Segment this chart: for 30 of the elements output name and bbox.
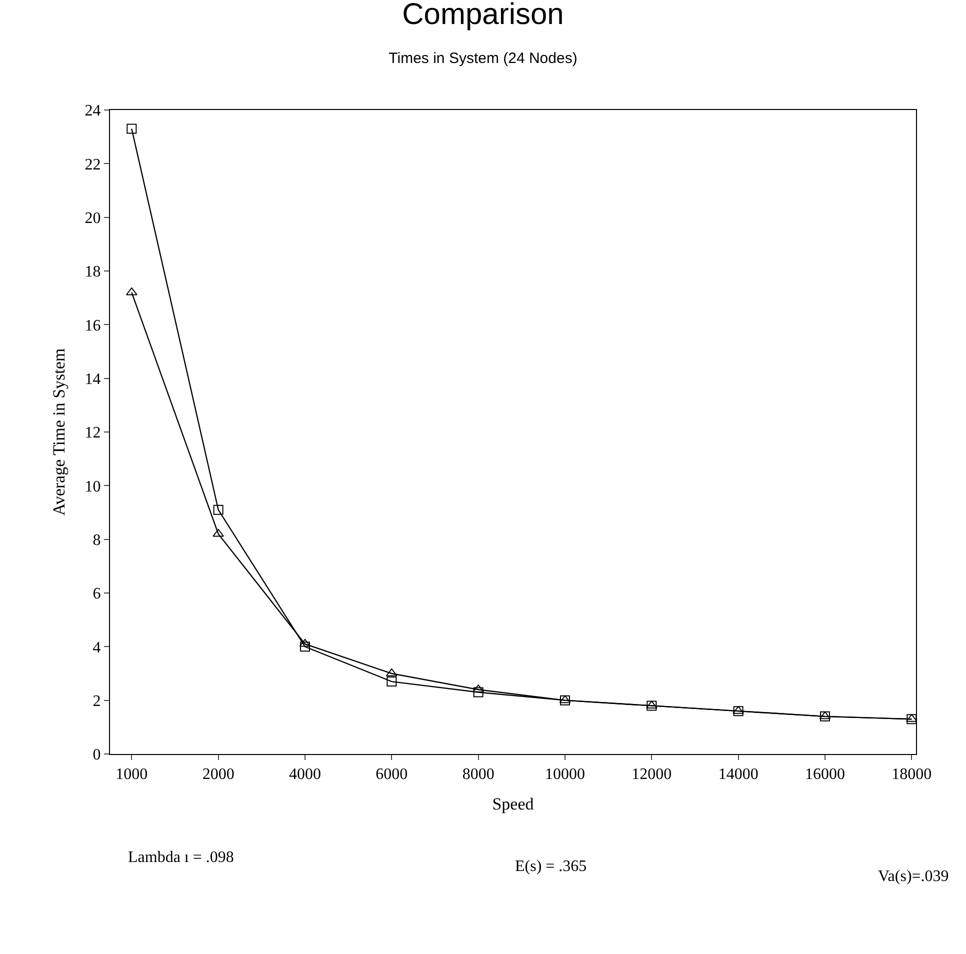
text: E(s) = .365 [515, 858, 587, 875]
y-tick-label: 14 [84, 370, 101, 388]
y-tick-label: 20 [84, 210, 101, 227]
chart-title: Comparison [402, 0, 564, 31]
y-tick-label: 10 [84, 478, 101, 496]
y-axis-title: Average Time in System [49, 348, 68, 516]
y-tick-label: 24 [84, 102, 101, 120]
text: Va(s)=.039 [878, 868, 949, 885]
chart-subtitle: Times in System (24 Nodes) [388, 50, 578, 67]
text: Lambda ı = .098 [128, 849, 234, 866]
x-tick-label: 12000 [632, 766, 672, 784]
y-tick-label: 18 [84, 264, 101, 281]
x-tick-label: 16000 [805, 766, 845, 784]
x-tick-label: 1000 [116, 766, 148, 784]
x-tick-label: 2000 [202, 766, 234, 784]
y-tick-label: 8 [92, 532, 101, 549]
y-tick-label: 6 [92, 586, 101, 603]
y-tick-label: 12 [84, 424, 101, 442]
x-tick-label: 10000 [545, 766, 585, 784]
x-tick-label: 8000 [462, 766, 494, 784]
x-axis-title: Speed [492, 794, 534, 814]
x-tick-label: 6000 [376, 766, 408, 784]
x-tick-label: 14000 [718, 766, 758, 784]
x-tick-label: 18000 [892, 766, 932, 784]
y-tick-label: 16 [84, 317, 101, 334]
y-tick-label: 4 [92, 639, 101, 656]
x-tick-label: 4000 [289, 766, 321, 784]
y-tick-label: 0 [92, 746, 101, 764]
y-tick-label: 2 [92, 692, 101, 710]
y-tick-label: 22 [84, 156, 101, 174]
